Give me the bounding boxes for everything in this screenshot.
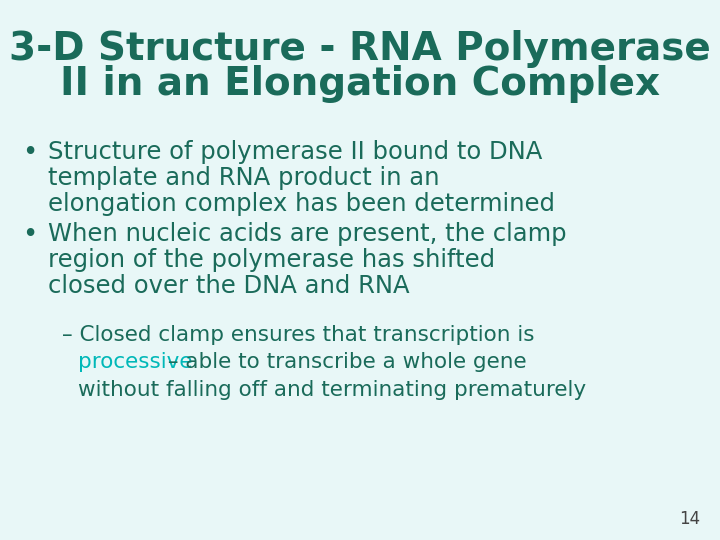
Text: •: • (22, 140, 37, 166)
Text: •: • (22, 222, 37, 248)
Text: processive: processive (78, 352, 192, 372)
Text: 14: 14 (679, 510, 700, 528)
Text: – able to transcribe a whole gene: – able to transcribe a whole gene (161, 352, 526, 372)
Text: When nucleic acids are present, the clamp: When nucleic acids are present, the clam… (48, 222, 567, 246)
Text: II in an Elongation Complex: II in an Elongation Complex (60, 65, 660, 103)
Text: without falling off and terminating prematurely: without falling off and terminating prem… (78, 380, 586, 400)
Text: 3-D Structure - RNA Polymerase: 3-D Structure - RNA Polymerase (9, 30, 711, 68)
Text: closed over the DNA and RNA: closed over the DNA and RNA (48, 274, 410, 298)
Text: elongation complex has been determined: elongation complex has been determined (48, 192, 555, 216)
Text: region of the polymerase has shifted: region of the polymerase has shifted (48, 248, 495, 272)
Text: template and RNA product in an: template and RNA product in an (48, 166, 439, 190)
Text: – Closed clamp ensures that transcription is: – Closed clamp ensures that transcriptio… (62, 325, 534, 345)
Text: Structure of polymerase II bound to DNA: Structure of polymerase II bound to DNA (48, 140, 542, 164)
